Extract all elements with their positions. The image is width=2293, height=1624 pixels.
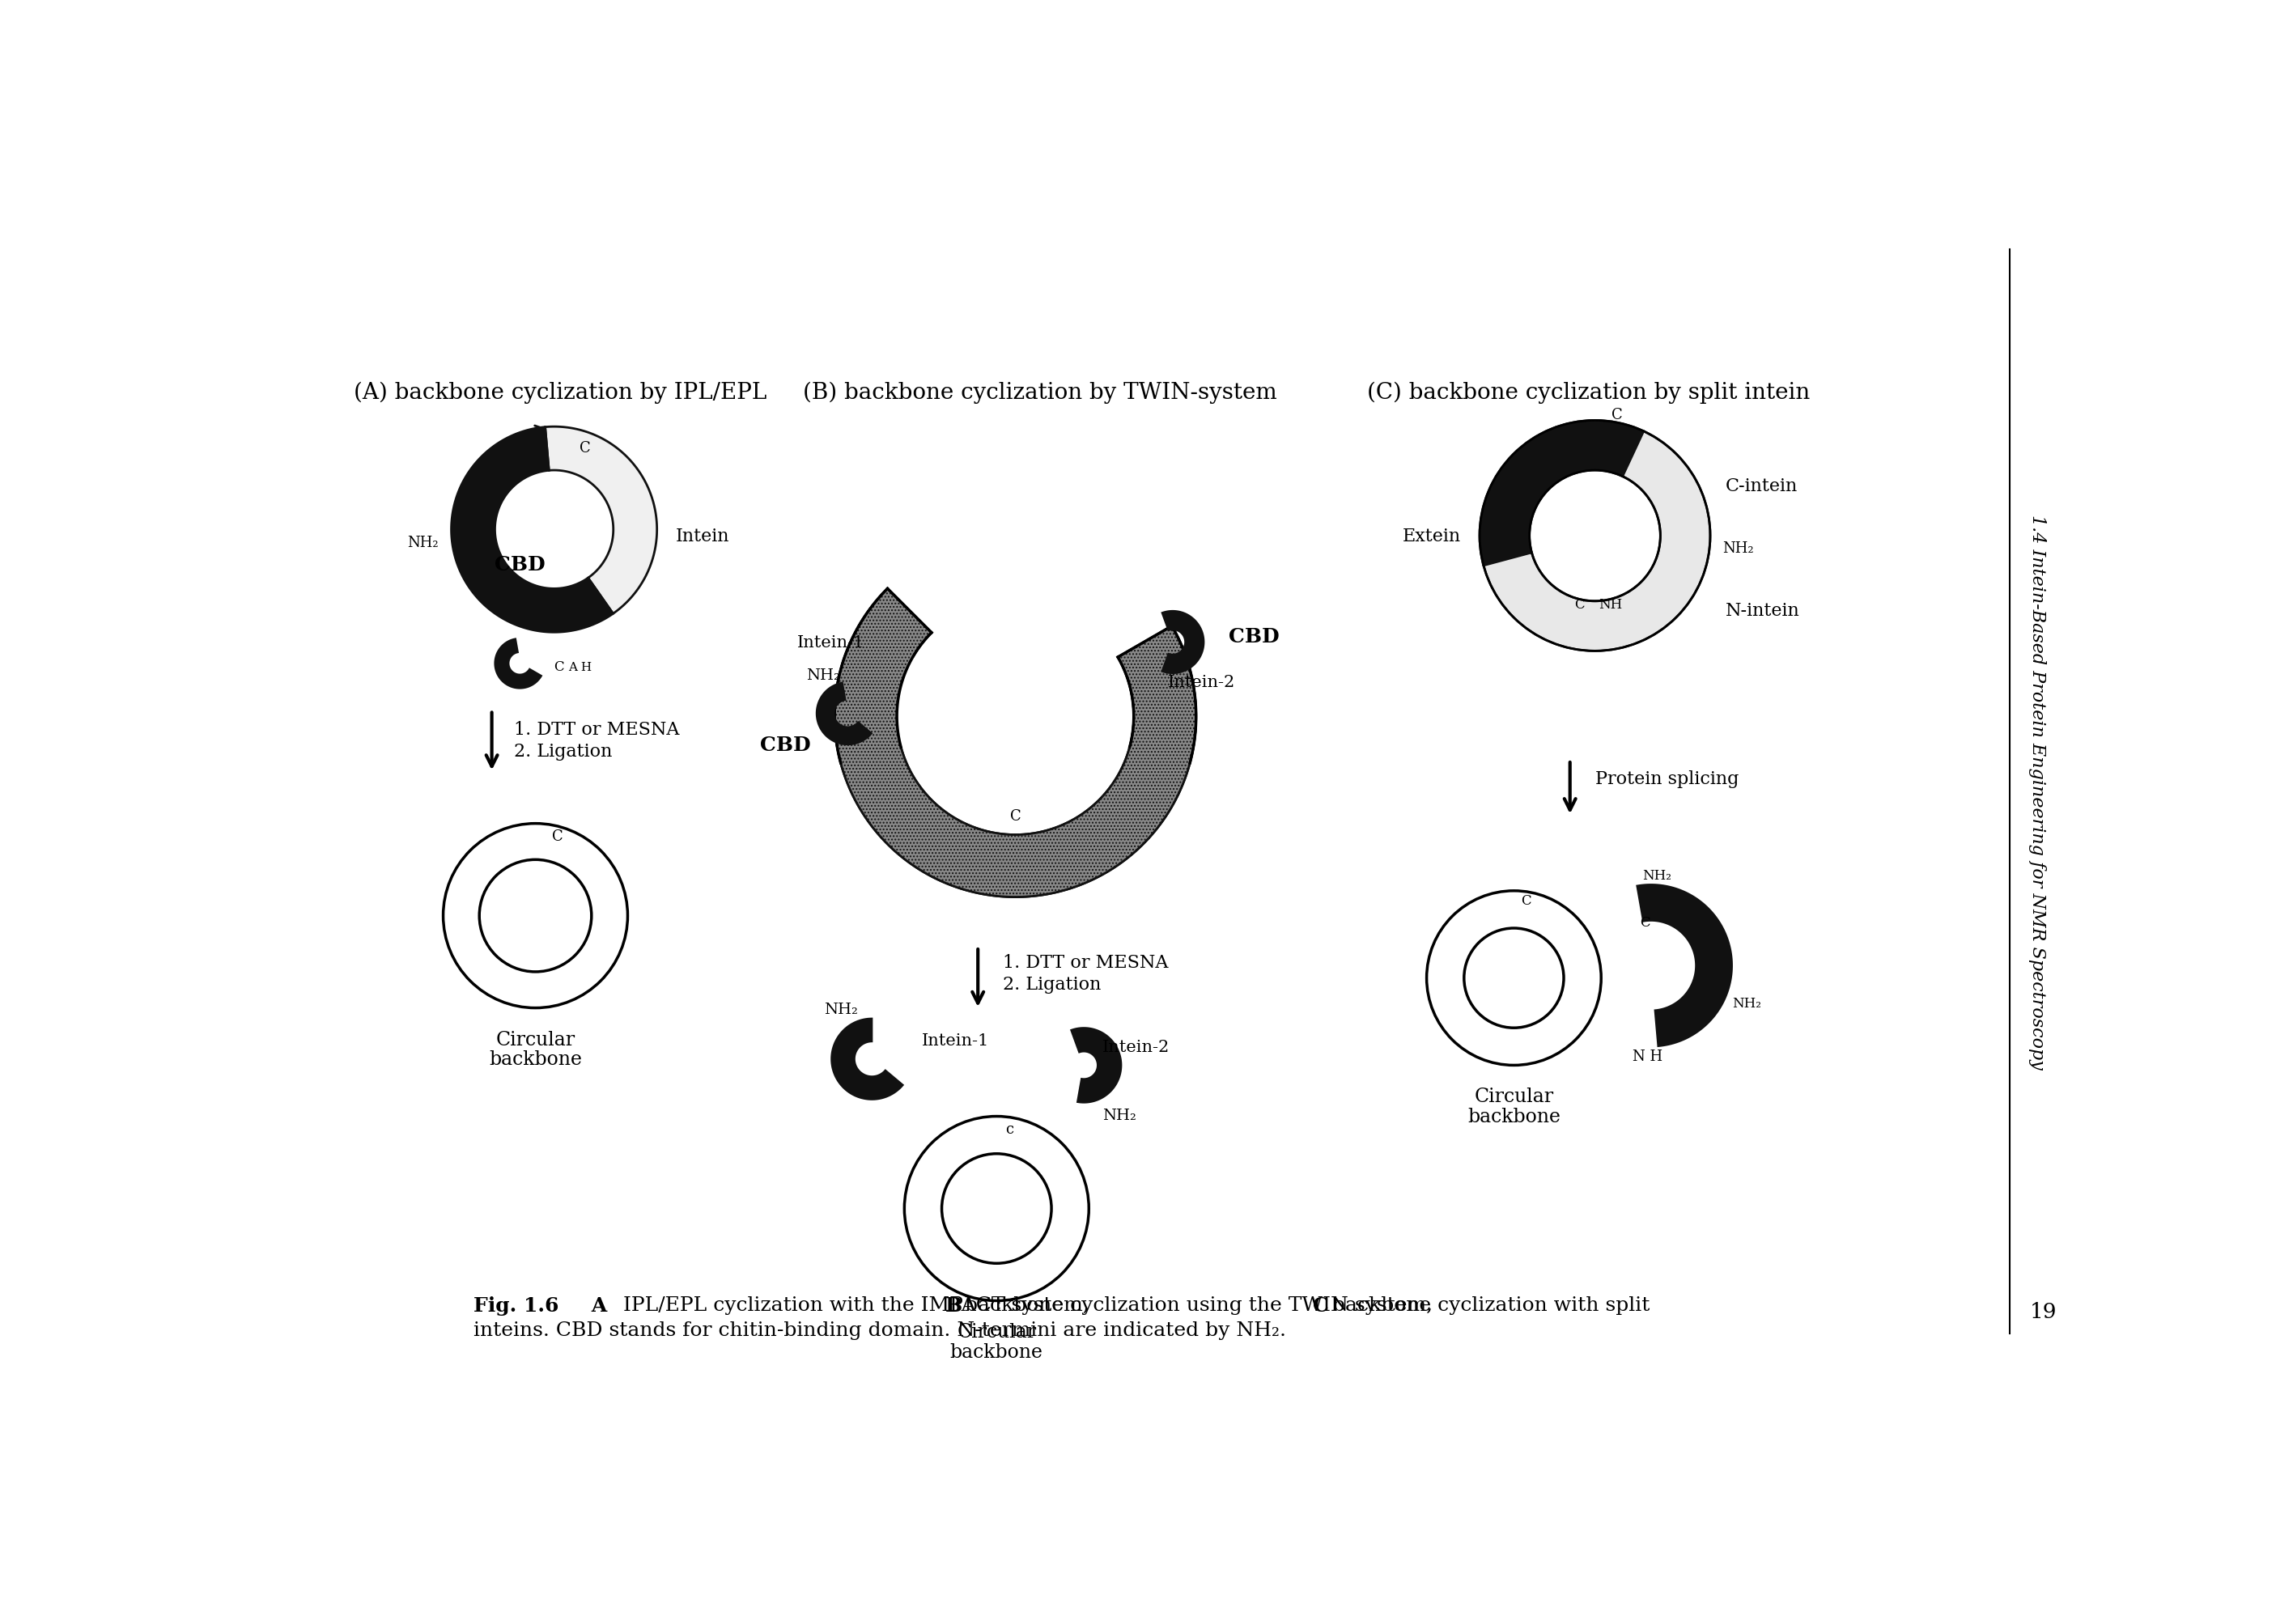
Text: NH₂: NH₂ xyxy=(1722,541,1754,555)
Text: 19: 19 xyxy=(2029,1301,2057,1322)
Text: C: C xyxy=(1612,408,1621,422)
Polygon shape xyxy=(495,640,541,689)
Text: Circular: Circular xyxy=(1474,1088,1555,1106)
Text: Intein-1: Intein-1 xyxy=(922,1033,988,1047)
Text: Protein splicing: Protein splicing xyxy=(1596,770,1738,788)
Text: (A) backbone cyclization by IPL/EPL: (A) backbone cyclization by IPL/EPL xyxy=(353,382,766,404)
Polygon shape xyxy=(1071,1028,1121,1103)
Polygon shape xyxy=(832,1018,903,1099)
Polygon shape xyxy=(835,590,1197,898)
Text: NH₂: NH₂ xyxy=(1103,1108,1137,1122)
Text: C: C xyxy=(553,828,562,843)
Text: IPL/EPL cyclization with the IMPACT system,: IPL/EPL cyclization with the IMPACT syst… xyxy=(617,1296,1096,1314)
Text: C: C xyxy=(1314,1296,1330,1315)
Text: 1. DTT or MESNA: 1. DTT or MESNA xyxy=(1002,953,1167,971)
Text: CBD: CBD xyxy=(759,736,812,755)
Polygon shape xyxy=(816,684,871,745)
Text: NH₂: NH₂ xyxy=(408,534,438,549)
Text: C: C xyxy=(555,659,564,674)
Text: A: A xyxy=(585,1296,608,1315)
Polygon shape xyxy=(1484,432,1711,651)
Text: 2. Ligation: 2. Ligation xyxy=(514,742,612,760)
Text: (B) backbone cyclization by TWIN-system: (B) backbone cyclization by TWIN-system xyxy=(803,382,1277,404)
Text: Intein-2: Intein-2 xyxy=(1103,1039,1169,1054)
Text: A H: A H xyxy=(569,661,592,672)
Text: (C) backbone cyclization by split intein: (C) backbone cyclization by split intein xyxy=(1367,382,1809,404)
Text: c: c xyxy=(1004,1122,1014,1137)
Text: C-intein: C-intein xyxy=(1727,477,1798,495)
Text: Circular: Circular xyxy=(956,1322,1036,1341)
Text: NH₂: NH₂ xyxy=(1731,997,1761,1010)
Text: NH: NH xyxy=(1598,598,1623,612)
Text: backbone: backbone xyxy=(949,1343,1043,1361)
Text: CBD: CBD xyxy=(495,554,546,573)
Text: 1. DTT or MESNA: 1. DTT or MESNA xyxy=(514,721,679,737)
Text: C: C xyxy=(580,440,592,455)
Text: Intein: Intein xyxy=(676,528,729,546)
Text: inteins. CBD stands for chitin-binding domain. N-termini are indicated by NH₂.: inteins. CBD stands for chitin-binding d… xyxy=(472,1320,1286,1340)
Polygon shape xyxy=(835,590,1197,898)
Polygon shape xyxy=(452,427,612,633)
Text: C: C xyxy=(1520,893,1532,908)
Text: backbone: backbone xyxy=(488,1051,582,1069)
Text: B: B xyxy=(945,1296,963,1315)
Polygon shape xyxy=(1163,611,1204,674)
Text: Extein: Extein xyxy=(1403,528,1461,546)
Text: C: C xyxy=(1575,598,1584,612)
Polygon shape xyxy=(897,658,922,747)
Text: NH₂: NH₂ xyxy=(1642,869,1672,882)
Text: 2. Ligation: 2. Ligation xyxy=(1002,976,1101,994)
Circle shape xyxy=(1477,417,1713,654)
Text: N H: N H xyxy=(1633,1049,1662,1064)
Text: Intein-2: Intein-2 xyxy=(1167,674,1236,690)
Text: NH₂: NH₂ xyxy=(805,667,839,682)
Text: C: C xyxy=(1009,809,1020,823)
Text: N-intein: N-intein xyxy=(1727,603,1800,620)
Text: 1.4 Intein-Based Protein Engineering for NMR Spectroscopy: 1.4 Intein-Based Protein Engineering for… xyxy=(2029,515,2045,1069)
Text: Intein-1: Intein-1 xyxy=(798,635,864,650)
Text: CBD: CBD xyxy=(1229,627,1279,646)
Text: C: C xyxy=(1639,916,1651,929)
Text: Circular: Circular xyxy=(495,1030,576,1049)
Text: backbone cyclization using the TWIN system,: backbone cyclization using the TWIN syst… xyxy=(958,1296,1438,1314)
Text: NH₂: NH₂ xyxy=(823,1002,858,1017)
Text: backbone: backbone xyxy=(1468,1108,1562,1125)
Text: Fig. 1.6: Fig. 1.6 xyxy=(472,1296,559,1315)
Polygon shape xyxy=(546,427,658,614)
Polygon shape xyxy=(1479,421,1644,567)
Polygon shape xyxy=(1637,885,1731,1046)
Text: backbone cyclization with split: backbone cyclization with split xyxy=(1325,1296,1649,1314)
